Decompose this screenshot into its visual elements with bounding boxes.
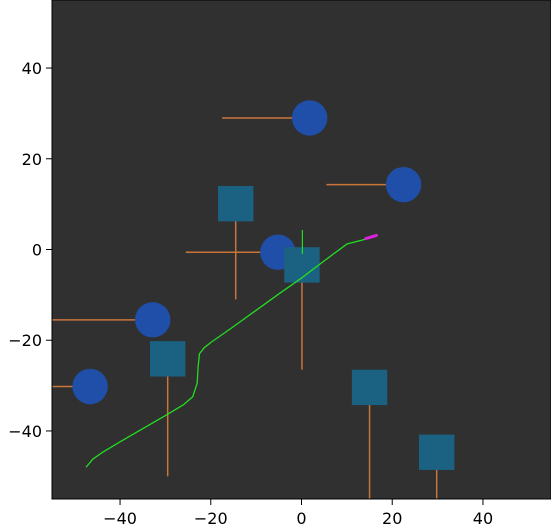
- square-marker-4: [418, 434, 455, 470]
- circle-marker-0: [291, 100, 328, 136]
- circle-marker-3: [135, 302, 171, 338]
- y-tick-label: −20: [8, 331, 42, 350]
- y-tick-label: 20: [22, 150, 42, 169]
- square-marker-2: [149, 341, 186, 377]
- circle-marker-4: [72, 368, 108, 405]
- markers-layer: [72, 100, 455, 470]
- circle-marker-1: [385, 166, 422, 203]
- trajectory-path: [85, 238, 367, 468]
- whiskers-layer: [52, 117, 438, 499]
- y-tick-label: −40: [8, 422, 42, 441]
- y-axis: 40 20 0 −20 −40: [8, 59, 52, 441]
- path-layer: [85, 229, 378, 468]
- x-tick-label: 40: [473, 509, 493, 528]
- square-marker-0: [218, 185, 254, 222]
- y-tick-label: 0: [32, 241, 42, 260]
- x-tick-label: 0: [296, 509, 306, 528]
- path-end-segment: [364, 233, 378, 241]
- x-axis: −40 −20 0 20 40: [103, 499, 493, 528]
- x-tick-label: −20: [194, 509, 228, 528]
- x-tick-label: 20: [382, 509, 402, 528]
- y-tick-label: 40: [22, 59, 42, 78]
- square-marker-3: [351, 369, 388, 406]
- x-tick-label: −40: [103, 509, 137, 528]
